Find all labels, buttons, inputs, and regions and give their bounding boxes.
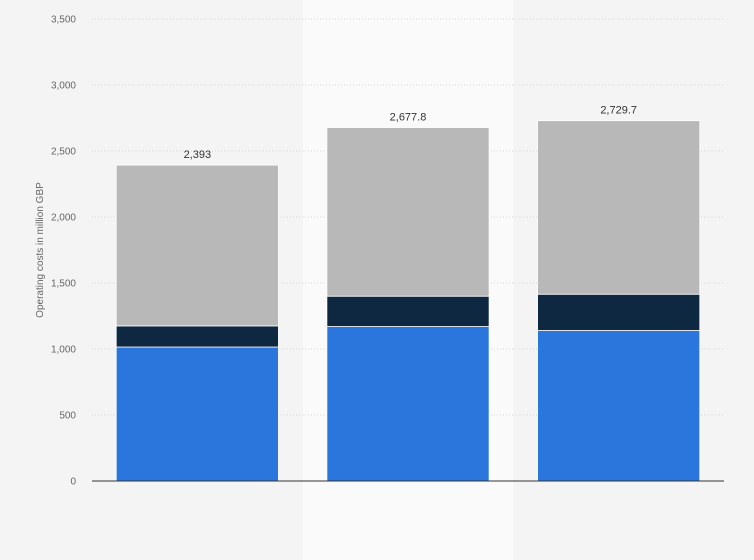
- y-axis-tick-labels: 0 500 1,000 1,500 2,000 2,500 3,000 3,500: [51, 15, 76, 488]
- y-tick-label: 1,500: [51, 279, 76, 290]
- total-labels: 2,393 2,677.8 2,729.7: [184, 105, 637, 161]
- bar-segment-1: [537, 330, 701, 482]
- bar-segment-3: [115, 164, 279, 327]
- bar-segment-2: [115, 325, 279, 348]
- y-tick-label: 3,500: [51, 15, 76, 26]
- y-tick-label: 3,000: [51, 81, 76, 92]
- bar-segment-3: [537, 120, 701, 295]
- y-tick-label: 500: [59, 411, 76, 422]
- bar-segment-3: [326, 127, 490, 297]
- y-axis-title: Operating costs in million GBP: [35, 182, 46, 318]
- y-tick-label: 0: [70, 477, 76, 488]
- bar-total-label: 2,729.7: [600, 105, 637, 117]
- bar-total-label: 2,677.8: [390, 112, 427, 124]
- y-tick-label: 2,000: [51, 213, 76, 224]
- y-tick-label: 2,500: [51, 147, 76, 158]
- y-tick-label: 1,000: [51, 345, 76, 356]
- bar-segment-1: [115, 346, 279, 482]
- bars: [115, 120, 701, 482]
- bar-total-label: 2,393: [184, 149, 212, 161]
- bar-segment-1: [326, 326, 490, 482]
- bar-segment-2: [326, 295, 490, 327]
- bar-segment-2: [537, 293, 701, 331]
